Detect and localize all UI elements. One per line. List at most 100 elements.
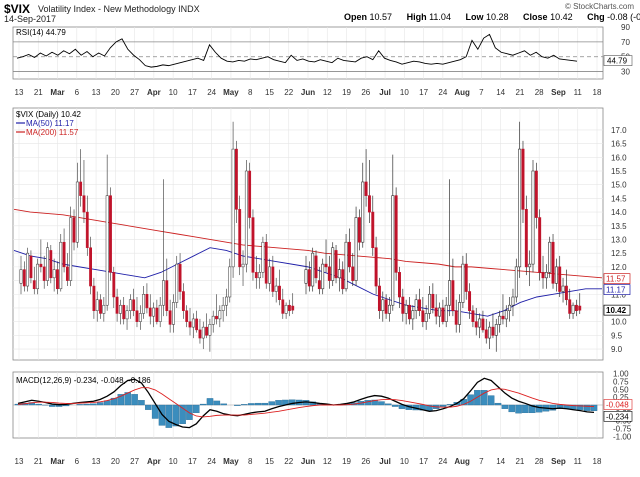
x-tick-label-top: Jun bbox=[301, 88, 315, 97]
macd-histogram-bar bbox=[529, 404, 536, 414]
symbol-description: Volatility Index - New Methodology INDX bbox=[38, 4, 200, 14]
candle-body bbox=[434, 307, 438, 317]
macd-histogram-bar bbox=[583, 404, 591, 411]
candle-body bbox=[304, 269, 308, 284]
x-tick-label-top: 8 bbox=[248, 88, 253, 97]
x-tick-label-bottom: 10 bbox=[169, 457, 178, 466]
candle-body bbox=[311, 252, 315, 287]
x-tick-label-bottom: 10 bbox=[400, 457, 409, 466]
x-tick-label-bottom: 18 bbox=[593, 457, 602, 466]
candle-body-early bbox=[274, 285, 278, 292]
ohlc-readout: Open 10.57 High 11.04 Low 10.28 Close 10… bbox=[344, 12, 640, 22]
candle-body-early bbox=[208, 324, 212, 336]
candle-body bbox=[538, 217, 542, 273]
candle-body bbox=[574, 304, 578, 311]
candle-body bbox=[571, 304, 575, 314]
symbol: $VIX bbox=[4, 2, 31, 16]
candle-body-early bbox=[258, 272, 262, 279]
x-tick-label-top: 27 bbox=[130, 88, 139, 97]
candle-body-early bbox=[119, 304, 122, 314]
candle-body-early bbox=[201, 326, 205, 339]
price-y-tick: 13.5 bbox=[611, 222, 627, 231]
candle-body bbox=[558, 266, 562, 292]
macd-histogram-bar bbox=[213, 400, 221, 406]
macd-line bbox=[17, 377, 595, 429]
candle-body bbox=[464, 263, 468, 292]
x-tick-label-bottom: 6 bbox=[75, 457, 80, 466]
x-tick-label-bottom: 14 bbox=[496, 457, 505, 466]
x-tick-label-bottom: 20 bbox=[111, 457, 120, 466]
candle-body-early bbox=[128, 299, 132, 311]
candle-body-early bbox=[152, 307, 155, 317]
macd-value-label: -0.048 bbox=[606, 401, 629, 410]
candle-body bbox=[578, 305, 582, 311]
candle-body-early bbox=[234, 148, 238, 210]
price-y-tick: 14.0 bbox=[611, 208, 627, 217]
candle-body-early bbox=[142, 294, 146, 314]
x-tick-label-top: 14 bbox=[496, 88, 505, 97]
x-tick-label-top: 26 bbox=[361, 88, 370, 97]
rsi-legend: RSI(14) 44.79 bbox=[16, 28, 66, 37]
rsi-value-tag bbox=[603, 55, 633, 66]
macd-histogram-bar bbox=[165, 404, 173, 428]
ma50-line bbox=[13, 247, 602, 317]
candle-body-early bbox=[65, 266, 69, 281]
x-tick-label-top: 24 bbox=[438, 88, 447, 97]
candle-body bbox=[494, 324, 498, 336]
x-tick-label-bottom: 21 bbox=[515, 457, 524, 466]
candle-body bbox=[357, 217, 361, 243]
candle-body-early bbox=[248, 170, 252, 218]
macd-histogram-bar bbox=[76, 404, 83, 406]
candle-body-early bbox=[278, 285, 281, 300]
candle-body-early bbox=[148, 307, 152, 317]
x-tick-label-bottom: 24 bbox=[207, 457, 216, 466]
macd-histogram-bar bbox=[378, 401, 385, 406]
candle-body-early bbox=[288, 304, 291, 311]
x-tick-label-top: 10 bbox=[400, 88, 409, 97]
candle-body-early bbox=[69, 217, 73, 281]
macd-histogram-bar bbox=[501, 404, 509, 409]
candle-body bbox=[438, 307, 441, 317]
rsi-line bbox=[16, 33, 578, 68]
macd-histogram-bar bbox=[261, 402, 269, 406]
macd-histogram-bar bbox=[535, 404, 543, 413]
rsi-y-tick: 30 bbox=[621, 68, 630, 77]
legend-label-ma50: MA(50) 11.17 bbox=[26, 119, 74, 128]
candle-body-early bbox=[175, 263, 179, 303]
x-tick-label-top: 18 bbox=[593, 88, 602, 97]
macd-histogram-bar bbox=[439, 404, 447, 407]
candle-body-early bbox=[291, 305, 295, 311]
macd-y-tick: 0.75 bbox=[613, 377, 629, 386]
macd-histogram-bar bbox=[220, 403, 227, 406]
macd-histogram-bar bbox=[193, 404, 200, 414]
candle-body-early bbox=[271, 266, 275, 292]
candle-body bbox=[551, 241, 555, 284]
price-y-tick: 12.5 bbox=[611, 249, 627, 258]
candle-body-early bbox=[95, 299, 99, 311]
x-tick-label-top: 15 bbox=[265, 88, 274, 97]
candle-body bbox=[361, 181, 365, 243]
macd-histogram-bar bbox=[151, 404, 159, 419]
x-tick-label-bottom: Apr bbox=[147, 457, 161, 466]
candle-body-early bbox=[185, 310, 189, 322]
candle-body bbox=[444, 304, 448, 322]
x-tick-label-top: Apr bbox=[147, 88, 161, 97]
chart-date: 14-Sep-2017 bbox=[4, 14, 57, 24]
candle-body bbox=[501, 315, 505, 320]
macd-histogram-bar bbox=[83, 403, 90, 406]
macd-histogram-bar bbox=[117, 394, 125, 406]
price-y-tick: 15.5 bbox=[611, 167, 627, 176]
rsi-y-tick: 70 bbox=[621, 38, 630, 47]
candle-body-early bbox=[231, 148, 235, 268]
candle-body bbox=[408, 304, 411, 320]
ma200-value-tag-label: 11.57 bbox=[606, 275, 626, 284]
candle-body bbox=[468, 291, 472, 311]
candle-body-early bbox=[42, 266, 46, 281]
candle-body-early bbox=[145, 294, 149, 309]
x-tick-label-top: 11 bbox=[574, 88, 583, 97]
x-tick-label-top: 21 bbox=[515, 88, 524, 97]
x-tick-label-bottom: 28 bbox=[535, 457, 544, 466]
candle-body bbox=[317, 280, 321, 290]
candle-body-early bbox=[122, 304, 126, 320]
